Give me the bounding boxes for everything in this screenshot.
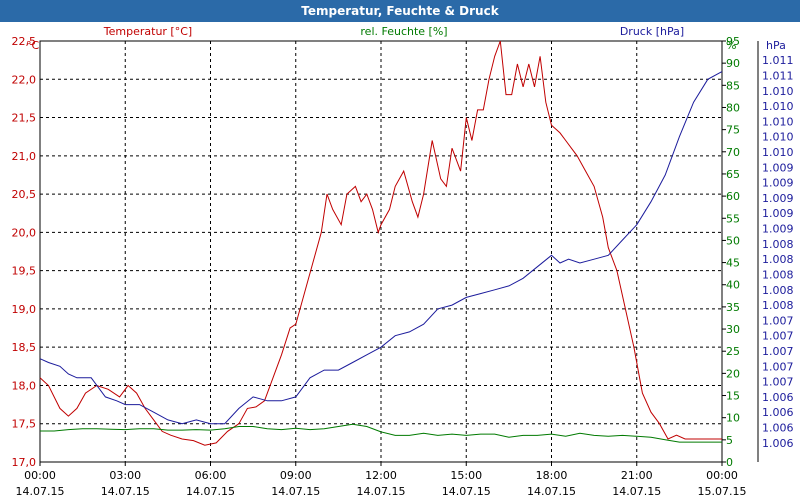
pressure-tick-label: 1.006 xyxy=(762,406,794,419)
pressure-tick-label: 1.010 xyxy=(762,85,794,98)
axes: 00:00 14.07.15 03:00 14.07.15 06:00 14.07.15 0… xyxy=(12,35,794,498)
humidity-tick-label: 0 xyxy=(726,456,733,469)
pressure-tick-label: 1.006 xyxy=(762,391,794,404)
temperature-tick-label: 17,5 xyxy=(12,418,37,431)
humidity-tick-label: 40 xyxy=(726,279,740,292)
pressure-tick-label: 1.009 xyxy=(762,161,794,174)
x-tick-date: 14.07.15 xyxy=(442,485,491,498)
temperature-tick-label: 20,0 xyxy=(12,226,37,239)
humidity-tick-label: 5 xyxy=(726,434,733,447)
pressure-tick-label: 1.010 xyxy=(762,100,794,113)
temperature-tick-label: 22,0 xyxy=(12,73,37,86)
humidity-tick-label: 30 xyxy=(726,323,740,336)
x-tick-date: 14.07.15 xyxy=(271,485,320,498)
x-tick-time: 15:00 xyxy=(450,469,482,482)
x-tick-time: 00:00 xyxy=(24,469,56,482)
series-layer xyxy=(39,40,723,446)
x-tick-date: 14.07.15 xyxy=(527,485,576,498)
x-tick-date: 15.07.15 xyxy=(698,485,747,498)
humidity-tick-label: 75 xyxy=(726,124,740,137)
pressure-tick-label: 1.011 xyxy=(762,54,794,67)
pressure-tick-label: 1.011 xyxy=(762,69,794,82)
x-tick-time: 00:00 xyxy=(706,469,738,482)
humidity-tick-label: 70 xyxy=(726,146,740,159)
series-line-humidity xyxy=(40,423,722,443)
pressure-tick-label: 1.007 xyxy=(762,314,794,327)
pressure-tick-label: 1.006 xyxy=(762,422,794,435)
humidity-axis-unit: % xyxy=(726,39,736,52)
temperature-tick-label: 18,0 xyxy=(12,379,37,392)
series-line-pressure xyxy=(39,71,723,425)
temperature-tick-label: 21,5 xyxy=(12,112,37,125)
pressure-tick-label: 1.009 xyxy=(762,177,794,190)
temperature-tick-label: 22,5 xyxy=(12,35,37,48)
humidity-tick-label: 55 xyxy=(726,212,740,225)
humidity-tick-label: 65 xyxy=(726,168,740,181)
temperature-tick-label: 17,0 xyxy=(12,456,37,469)
pressure-tick-label: 1.006 xyxy=(762,437,794,450)
legend-pressure: Druck [hPa] xyxy=(620,25,684,38)
legend-humidity: rel. Feuchte [%] xyxy=(360,25,447,38)
pressure-tick-label: 1.008 xyxy=(762,253,794,266)
humidity-tick-label: 80 xyxy=(726,101,740,114)
temperature-tick-label: 18,5 xyxy=(12,341,37,354)
pressure-tick-label: 1.010 xyxy=(762,146,794,159)
humidity-tick-label: 45 xyxy=(726,257,740,270)
pressure-tick-label: 1.009 xyxy=(762,223,794,236)
pressure-tick-label: 1.007 xyxy=(762,330,794,343)
pressure-tick-label: 1.008 xyxy=(762,268,794,281)
humidity-tick-label: 60 xyxy=(726,190,740,203)
pressure-tick-label: 1.008 xyxy=(762,284,794,297)
x-tick-date: 14.07.15 xyxy=(101,485,150,498)
x-tick-time: 09:00 xyxy=(280,469,312,482)
x-tick-date: 14.07.15 xyxy=(357,485,406,498)
temperature-tick-label: 20,5 xyxy=(12,188,37,201)
humidity-tick-label: 95 xyxy=(726,35,740,48)
x-tick-date: 14.07.15 xyxy=(186,485,235,498)
x-tick-time: 12:00 xyxy=(365,469,397,482)
pressure-tick-label: 1.010 xyxy=(762,131,794,144)
series-line-temperature xyxy=(39,40,722,446)
temperature-tick-label: 19,0 xyxy=(12,303,37,316)
x-tick-time: 06:00 xyxy=(195,469,227,482)
x-tick-time: 21:00 xyxy=(621,469,653,482)
pressure-tick-label: 1.008 xyxy=(762,238,794,251)
temperature-tick-label: 19,5 xyxy=(12,265,37,278)
pressure-tick-label: 1.007 xyxy=(762,345,794,358)
x-tick-date: 14.07.15 xyxy=(16,485,65,498)
pressure-tick-label: 1.007 xyxy=(762,360,794,373)
pressure-tick-label: 1.008 xyxy=(762,299,794,312)
pressure-tick-label: 1.009 xyxy=(762,207,794,220)
humidity-tick-label: 15 xyxy=(726,390,740,403)
pressure-axis-unit: hPa xyxy=(766,39,786,52)
legend-temperature: Temperatur [°C] xyxy=(103,25,192,38)
chart-area: 00:00 14.07.15 03:00 14.07.15 06:00 14.07.15 0… xyxy=(12,25,794,498)
humidity-tick-label: 25 xyxy=(726,345,740,358)
pressure-tick-label: 1.007 xyxy=(762,376,794,389)
humidity-tick-label: 90 xyxy=(726,57,740,70)
humidity-tick-label: 10 xyxy=(726,412,740,425)
x-tick-time: 03:00 xyxy=(109,469,141,482)
pressure-tick-label: 1.009 xyxy=(762,192,794,205)
legend: Temperatur [°C] rel. Feuchte [%] Druck [hP… xyxy=(103,25,684,38)
grid xyxy=(40,40,722,462)
humidity-tick-label: 35 xyxy=(726,301,740,314)
humidity-tick-label: 20 xyxy=(726,367,740,380)
window-title: Temperatur, Feuchte & Druck xyxy=(0,0,800,22)
pressure-tick-label: 1.010 xyxy=(762,115,794,128)
temperature-axis-unit: °C xyxy=(26,39,40,52)
humidity-tick-label: 50 xyxy=(726,234,740,247)
temperature-tick-label: 21,0 xyxy=(12,150,37,163)
humidity-tick-label: 85 xyxy=(726,79,740,92)
x-tick-time: 18:00 xyxy=(536,469,568,482)
x-tick-date: 14.07.15 xyxy=(612,485,661,498)
